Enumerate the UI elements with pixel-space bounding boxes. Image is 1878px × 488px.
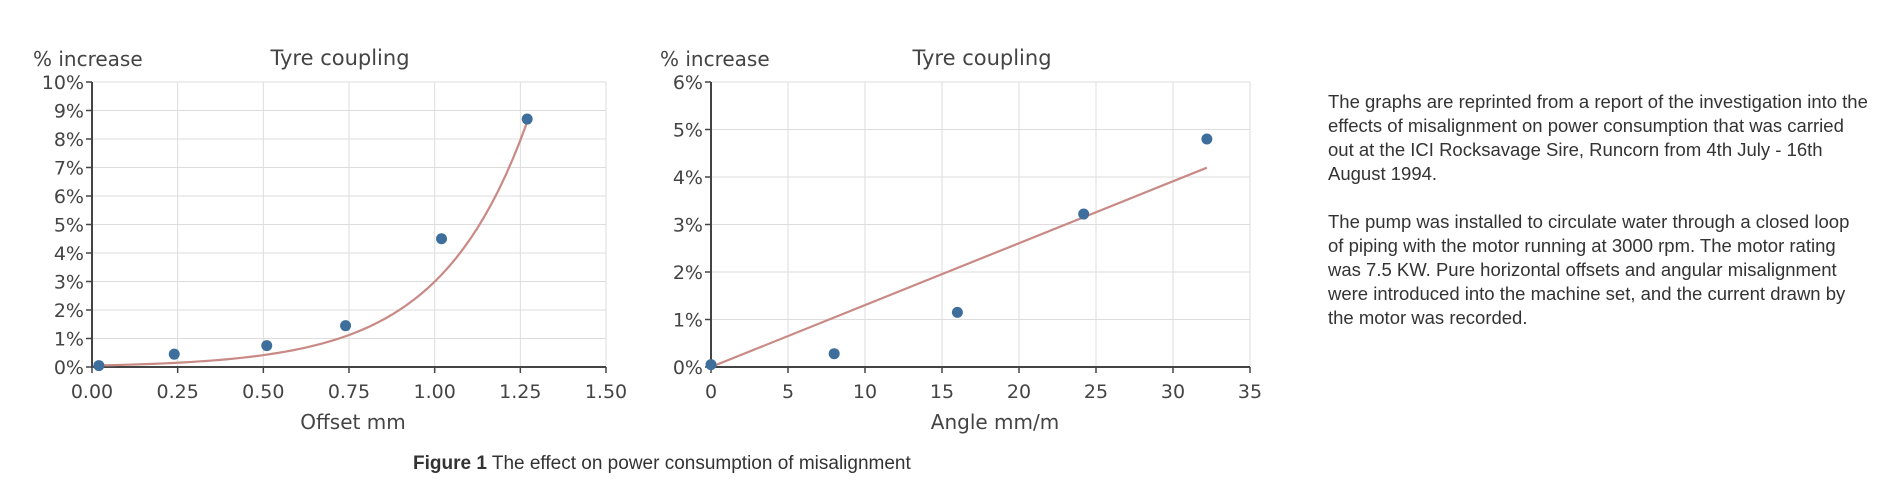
x-tick-label: 15	[930, 381, 954, 403]
data-point	[951, 306, 963, 318]
trend-line	[710, 166, 1208, 369]
x-tick-label: 30	[1161, 381, 1185, 403]
y-tick-label: 1%	[54, 329, 84, 351]
y-tick-label: 5%	[673, 120, 703, 142]
data-point	[521, 113, 533, 125]
y-tick-label: 5%	[54, 215, 84, 237]
x-tick-label: 25	[1084, 381, 1108, 403]
y-tick-label: 3%	[673, 215, 703, 237]
x-tick-label: 0.75	[328, 381, 370, 403]
chart-title: Tyre coupling	[911, 46, 1051, 70]
angle-chart: % increase Tyre coupling Angle mm/m 0 5 10…	[660, 46, 1262, 434]
x-tick-label: 1.25	[499, 381, 541, 403]
description-paragraph: The graphs are reprinted from a report o…	[1328, 91, 1868, 184]
x-tick-label: 0.00	[71, 381, 113, 403]
description-paragraph: The pump was installed to circulate wate…	[1328, 211, 1850, 328]
y-axis-label: % increase	[660, 47, 770, 71]
x-tick-label: 5	[782, 381, 794, 403]
x-tick-label: 0	[705, 381, 717, 403]
data-point	[1201, 133, 1213, 145]
y-tick-label: 2%	[673, 262, 703, 284]
offset-chart: % increase Tyre coupling Offset mm 0.00 0…	[33, 46, 627, 434]
x-axis-label: Offset mm	[300, 410, 405, 434]
x-tick-label: 20	[1007, 381, 1031, 403]
x-tick-label: 1.00	[414, 381, 456, 403]
y-tick-label: 4%	[54, 243, 84, 265]
data-point	[1078, 208, 1090, 220]
y-tick-label: 8%	[54, 129, 84, 151]
chart-title: Tyre coupling	[269, 46, 409, 70]
y-tick-label: 2%	[54, 300, 84, 322]
trend-line	[98, 121, 529, 367]
data-point	[705, 359, 717, 371]
figure-label: Figure 1	[413, 453, 487, 474]
data-point	[340, 320, 352, 332]
data-point	[261, 340, 273, 352]
y-tick-label: 4%	[673, 167, 703, 189]
y-tick-label: 6%	[54, 186, 84, 208]
y-tick-label: 0%	[673, 357, 703, 379]
y-tick-label: 7%	[54, 158, 84, 180]
x-tick-label: 0.50	[242, 381, 284, 403]
x-tick-label: 1.50	[585, 381, 627, 403]
figure-caption-text: The effect on power consumption of misal…	[486, 453, 911, 474]
y-tick-label: 10%	[42, 72, 84, 94]
y-tick-label: 6%	[673, 72, 703, 94]
figure-caption: Figure 1 The effect on power consumption…	[413, 453, 911, 475]
x-tick-label: 35	[1238, 381, 1262, 403]
x-tick-label: 10	[853, 381, 877, 403]
data-point	[828, 348, 840, 360]
x-axis-label: Angle mm/m	[931, 410, 1059, 434]
y-tick-label: 9%	[54, 101, 84, 123]
data-point	[93, 360, 105, 372]
description-text: The graphs are reprinted from a report o…	[1328, 90, 1868, 354]
y-tick-label: 1%	[673, 310, 703, 332]
y-tick-label: 0%	[54, 357, 84, 379]
x-tick-label: 0.25	[157, 381, 199, 403]
data-point	[168, 348, 180, 360]
y-tick-label: 3%	[54, 272, 84, 294]
y-axis-label: % increase	[33, 47, 143, 71]
data-point	[436, 233, 448, 245]
